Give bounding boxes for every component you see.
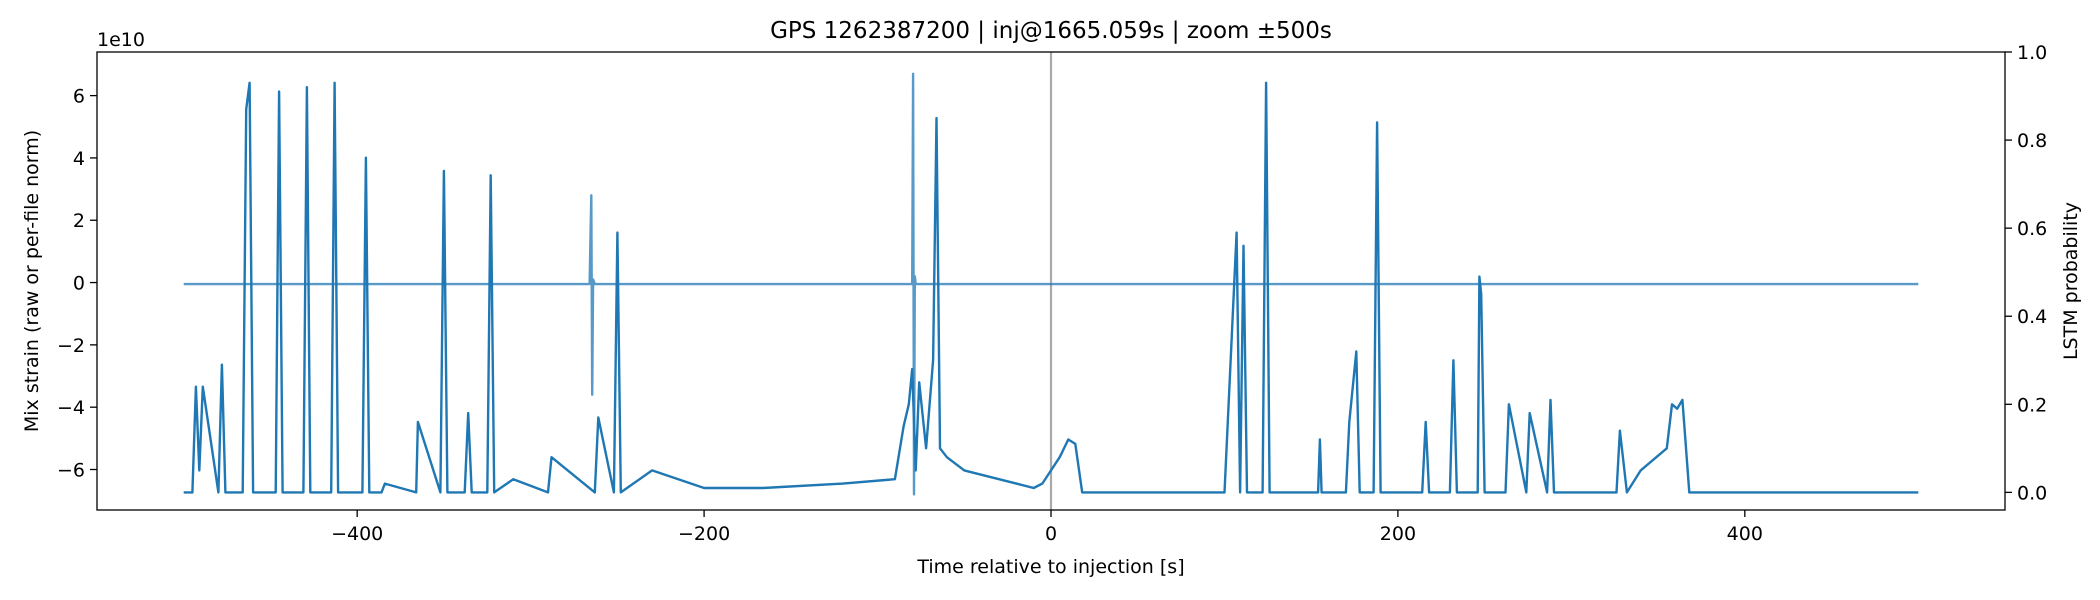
y-left-tick-label: −2: [57, 335, 85, 357]
y-left-tick-label: 2: [73, 210, 85, 232]
plot-area: [183, 52, 1919, 510]
y-axis-right: 0.0 0.2 0.4 0.6 0.8 1.0: [2005, 42, 2047, 504]
y-right-tick-label: 0.2: [2017, 394, 2047, 416]
x-axis: −400 −200 0 200 400: [331, 510, 1763, 545]
x-tick-label: 200: [1380, 523, 1416, 545]
chart-title: GPS 1262387200 | inj@1665.059s | zoom ±5…: [770, 18, 1332, 44]
y-right-tick-label: 0.0: [2017, 482, 2047, 504]
y-axis-offset-label: 1e10: [97, 29, 145, 51]
y-left-tick-label: 0: [73, 273, 85, 295]
strain-series-line: [183, 72, 1919, 496]
x-axis-label: Time relative to injection [s]: [916, 556, 1184, 578]
x-tick-label: −400: [331, 523, 383, 545]
x-tick-label: 0: [1045, 523, 1057, 545]
y-right-tick-label: 0.8: [2017, 130, 2047, 152]
y-left-tick-label: 4: [73, 148, 85, 170]
y-axis-right-label: LSTM probability: [2060, 202, 2082, 360]
y-right-tick-label: 0.6: [2017, 218, 2047, 240]
y-left-tick-label: −6: [57, 459, 85, 481]
y-axis-left-label: Mix strain (raw or per-file norm): [21, 130, 43, 432]
x-tick-label: 400: [1727, 523, 1763, 545]
y-left-tick-label: −4: [57, 397, 85, 419]
x-tick-label: −200: [678, 523, 730, 545]
lstm-probability-series-line: [183, 81, 1919, 494]
y-left-tick-label: 6: [73, 86, 85, 108]
y-axis-left: −6 −4 −2 0 2 4 6: [57, 86, 97, 481]
y-right-tick-label: 0.4: [2017, 306, 2047, 328]
y-right-tick-label: 1.0: [2017, 42, 2047, 64]
